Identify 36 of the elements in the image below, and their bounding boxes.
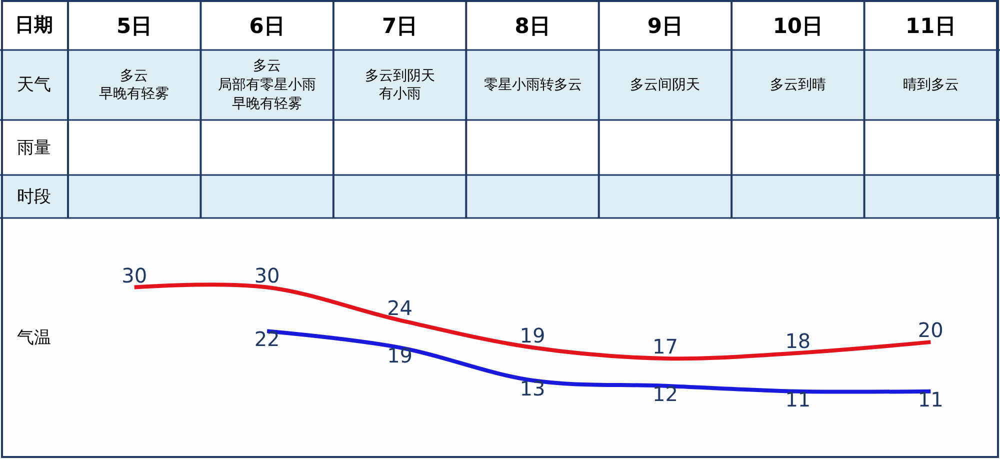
data-label: 24: [387, 296, 413, 320]
text: 多云: [120, 68, 148, 84]
text: 时段: [17, 187, 51, 207]
x-tick-label: 11日: [906, 14, 956, 38]
x-tick-label: 7日: [382, 14, 418, 38]
data-label: 12: [652, 382, 678, 406]
text: 晴到多云: [903, 77, 959, 93]
data-label: 19: [520, 324, 546, 348]
data-label: 11: [785, 387, 811, 412]
text: 零星小雨转多云: [484, 77, 582, 93]
text: 多云到晴: [770, 77, 826, 93]
text: 多云: [253, 58, 281, 74]
data-label: 30: [254, 263, 280, 288]
data-label: 18: [785, 329, 811, 354]
text: 早晚有轻雾: [99, 86, 169, 102]
text: 多云到阴天: [365, 68, 435, 84]
text: 局部有零星小雨: [218, 77, 316, 93]
data-label: 22: [254, 327, 280, 352]
x-tick-label: 5日: [116, 14, 152, 38]
text: 气温: [17, 328, 51, 348]
x-tick-label: 8日: [514, 14, 550, 38]
x-tick-label: 6日: [249, 14, 285, 38]
text: 早晚有轻雾: [232, 96, 302, 112]
data-label: 13: [520, 376, 546, 400]
data-label: 20: [918, 318, 944, 342]
text: 多云间阴天: [630, 77, 700, 93]
text: 有小雨: [379, 86, 421, 102]
data-label: 11: [918, 387, 944, 412]
text: 天气: [17, 75, 51, 95]
data-label: 19: [387, 344, 413, 368]
x-tick-label: 9日: [647, 14, 684, 38]
data-label: 17: [652, 334, 678, 358]
x-tick-label: 10日: [772, 14, 824, 38]
data-label: 30: [122, 263, 148, 288]
text: 雨量: [17, 138, 51, 158]
text: 日期: [15, 14, 53, 36]
